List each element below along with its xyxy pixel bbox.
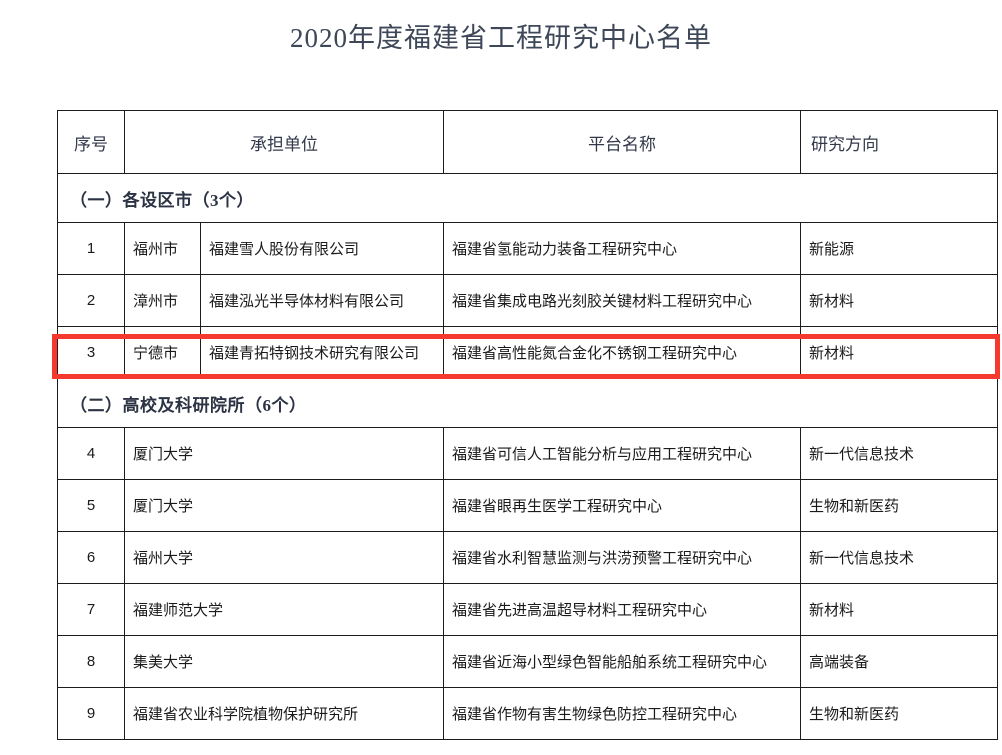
engineering-center-list-table: 序号 承担单位 平台名称 研究方向 （一）各设区市（3个） 1 福州市 福建雪人…: [57, 110, 998, 740]
cell-unit: 福建青拓特钢技术研究有限公司: [200, 326, 444, 379]
table-row[interactable]: 2 漳州市 福建泓光半导体材料有限公司 福建省集成电路光刻胶关键材料工程研究中心…: [57, 274, 998, 327]
section-label-districts: （一）各设区市（3个）: [57, 173, 998, 223]
cell-sequence: 7: [57, 583, 125, 636]
cell-city: 福州市: [124, 222, 201, 275]
cell-unit: 福建省农业科学院植物保护研究所: [124, 687, 444, 740]
cell-sequence: 1: [57, 222, 125, 275]
table-row-highlighted[interactable]: 3 宁德市 福建青拓特钢技术研究有限公司 福建省高性能氮合金化不锈钢工程研究中心…: [57, 326, 998, 379]
cell-direction: 新一代信息技术: [800, 427, 998, 480]
cell-platform: 福建省可信人工智能分析与应用工程研究中心: [443, 427, 801, 480]
table-row[interactable]: 8 集美大学 福建省近海小型绿色智能船舶系统工程研究中心 高端装备: [57, 635, 998, 688]
cell-unit: 福建泓光半导体材料有限公司: [200, 274, 444, 327]
cell-sequence: 8: [57, 635, 125, 688]
table-row[interactable]: 6 福州大学 福建省水利智慧监测与洪涝预警工程研究中心 新一代信息技术: [57, 531, 998, 584]
cell-unit: 厦门大学: [124, 479, 444, 532]
column-header-platform: 平台名称: [443, 110, 801, 174]
cell-sequence: 3: [57, 326, 125, 379]
table-row[interactable]: 9 福建省农业科学院植物保护研究所 福建省作物有害生物绿色防控工程研究中心 生物…: [57, 687, 998, 740]
cell-direction: 新能源: [800, 222, 998, 275]
cell-direction: 新材料: [800, 326, 998, 379]
cell-platform: 福建省水利智慧监测与洪涝预警工程研究中心: [443, 531, 801, 584]
cell-unit: 厦门大学: [124, 427, 444, 480]
cell-sequence: 2: [57, 274, 125, 327]
cell-unit: 福建师范大学: [124, 583, 444, 636]
cell-unit: 福建雪人股份有限公司: [200, 222, 444, 275]
cell-sequence: 5: [57, 479, 125, 532]
section-label-universities: （二）高校及科研院所（6个）: [57, 378, 998, 428]
cell-platform: 福建省作物有害生物绿色防控工程研究中心: [443, 687, 801, 740]
cell-direction: 新一代信息技术: [800, 531, 998, 584]
cell-direction: 新材料: [800, 274, 998, 327]
column-header-unit: 承担单位: [124, 110, 444, 174]
cell-platform: 福建省眼再生医学工程研究中心: [443, 479, 801, 532]
table-body: （一）各设区市（3个） 1 福州市 福建雪人股份有限公司 福建省氢能动力装备工程…: [57, 173, 998, 740]
page-title: 2020年度福建省工程研究中心名单: [290, 23, 712, 53]
section-header-row: （二）高校及科研院所（6个）: [57, 378, 998, 428]
cell-platform: 福建省氢能动力装备工程研究中心: [443, 222, 801, 275]
section-header-row: （一）各设区市（3个）: [57, 173, 998, 223]
column-header-direction: 研究方向: [800, 110, 998, 174]
table-row[interactable]: 4 厦门大学 福建省可信人工智能分析与应用工程研究中心 新一代信息技术: [57, 427, 998, 480]
cell-unit: 集美大学: [124, 635, 444, 688]
cell-platform: 福建省集成电路光刻胶关键材料工程研究中心: [443, 274, 801, 327]
cell-sequence: 4: [57, 427, 125, 480]
cell-direction: 生物和新医药: [800, 479, 998, 532]
cell-platform: 福建省近海小型绿色智能船舶系统工程研究中心: [443, 635, 801, 688]
cell-platform: 福建省先进高温超导材料工程研究中心: [443, 583, 801, 636]
table-row[interactable]: 7 福建师范大学 福建省先进高温超导材料工程研究中心 新材料: [57, 583, 998, 636]
table-header: 序号 承担单位 平台名称 研究方向: [57, 110, 998, 174]
cell-sequence: 6: [57, 531, 125, 584]
table-header-row: 序号 承担单位 平台名称 研究方向: [57, 110, 998, 174]
cell-sequence: 9: [57, 687, 125, 740]
cell-direction: 生物和新医药: [800, 687, 998, 740]
table-row[interactable]: 5 厦门大学 福建省眼再生医学工程研究中心 生物和新医药: [57, 479, 998, 532]
cell-city: 漳州市: [124, 274, 201, 327]
column-header-sequence: 序号: [57, 110, 125, 174]
cell-city: 宁德市: [124, 326, 201, 379]
cell-direction: 新材料: [800, 583, 998, 636]
cell-direction: 高端装备: [800, 635, 998, 688]
cell-unit: 福州大学: [124, 531, 444, 584]
table-row[interactable]: 1 福州市 福建雪人股份有限公司 福建省氢能动力装备工程研究中心 新能源: [57, 222, 998, 275]
engineering-center-list-table-wrapper: 序号 承担单位 平台名称 研究方向 （一）各设区市（3个） 1 福州市 福建雪人…: [57, 110, 1002, 740]
cell-platform: 福建省高性能氮合金化不锈钢工程研究中心: [443, 326, 801, 379]
